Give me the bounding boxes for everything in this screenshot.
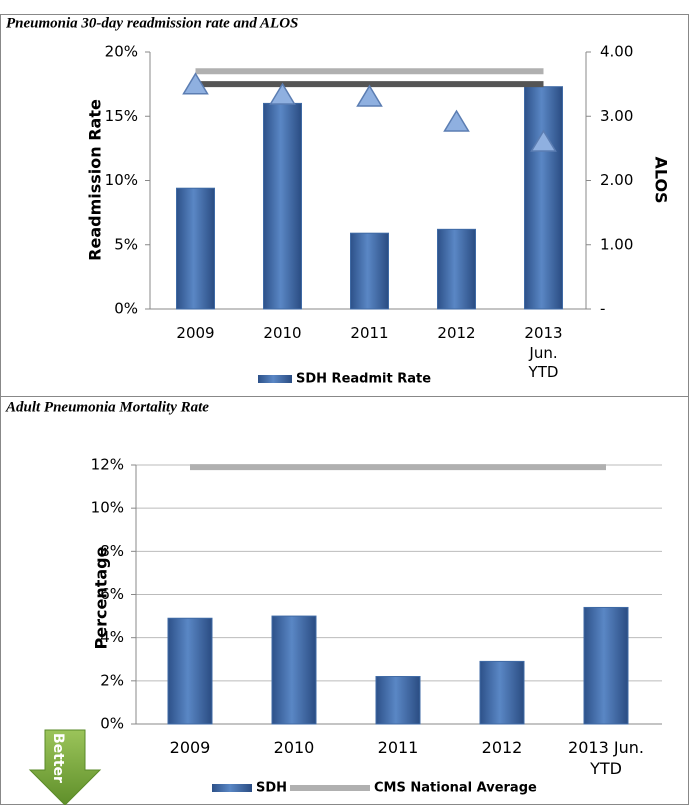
marker <box>182 72 209 95</box>
bar <box>583 606 629 725</box>
legend-swatch <box>258 375 292 383</box>
y2-tick-label: 3.00 <box>600 107 633 125</box>
x-tick-label: 2010 <box>263 324 302 342</box>
bar <box>263 102 302 310</box>
bar <box>271 615 317 725</box>
bar <box>350 232 389 310</box>
x-tick-label: 2010 <box>273 738 315 757</box>
annotation: Better <box>50 733 66 783</box>
y-tick-label: 20% <box>105 43 138 61</box>
legend-label: SDH <box>256 781 287 796</box>
x-tick-label: 2012 <box>481 738 523 757</box>
y-tick-label: 12% <box>91 456 124 474</box>
bar <box>524 86 563 310</box>
x-tick-label: 2011 <box>377 738 419 757</box>
marker <box>269 82 296 105</box>
bar <box>479 660 525 725</box>
y2-axis-title: ALOS <box>652 156 671 203</box>
x-tick-label: 2009 <box>169 738 211 757</box>
x-tick-label: 2009 <box>176 324 215 342</box>
x-tick-label: 2012 <box>437 324 476 342</box>
y-tick-label: 4% <box>100 628 124 646</box>
bar <box>176 187 215 310</box>
y-tick-label: 0% <box>100 715 124 733</box>
y-tick-label: 2% <box>100 671 124 689</box>
bar <box>167 617 213 725</box>
chart-title: Pneumonia 30-day readmission rate and AL… <box>6 15 298 31</box>
bar <box>437 228 476 310</box>
y2-tick-label: 2.00 <box>600 171 633 189</box>
y-tick-label: 15% <box>105 107 138 125</box>
marker <box>530 129 557 152</box>
y-tick-label: 10% <box>91 499 124 517</box>
y2-tick-label: 4.00 <box>600 43 633 61</box>
y-tick-label: 8% <box>100 542 124 560</box>
bar <box>375 676 421 725</box>
x-tick-label: 2011 <box>350 324 389 342</box>
y-tick-label: 5% <box>114 235 138 253</box>
marker <box>443 109 470 132</box>
y2-tick-label: 1.00 <box>600 235 633 253</box>
y-tick-label: 0% <box>114 300 138 318</box>
marker <box>356 84 383 107</box>
x-tick-label: 2013 Jun. YTD <box>524 324 563 381</box>
y-tick-label: 10% <box>105 171 138 189</box>
legend-label: SDH Readmit Rate <box>296 372 431 387</box>
x-tick-label: 2013 Jun. YTD <box>568 738 644 778</box>
y2-tick-label: - <box>600 300 605 318</box>
y-axis-title: Percentage <box>92 546 111 649</box>
y-tick-label: 6% <box>100 585 124 603</box>
better-arrow <box>28 729 102 805</box>
legend-label: CMS National Average <box>374 781 537 796</box>
y-axis-title: Readmission Rate <box>86 99 105 261</box>
legend-swatch <box>212 784 252 792</box>
chart-title: Adult Pneumonia Mortality Rate <box>5 399 209 415</box>
